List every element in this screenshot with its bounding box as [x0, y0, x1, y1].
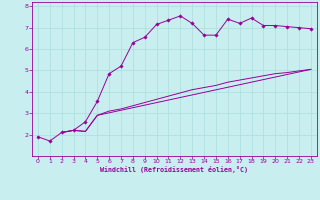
X-axis label: Windchill (Refroidissement éolien,°C): Windchill (Refroidissement éolien,°C) [100, 166, 248, 173]
